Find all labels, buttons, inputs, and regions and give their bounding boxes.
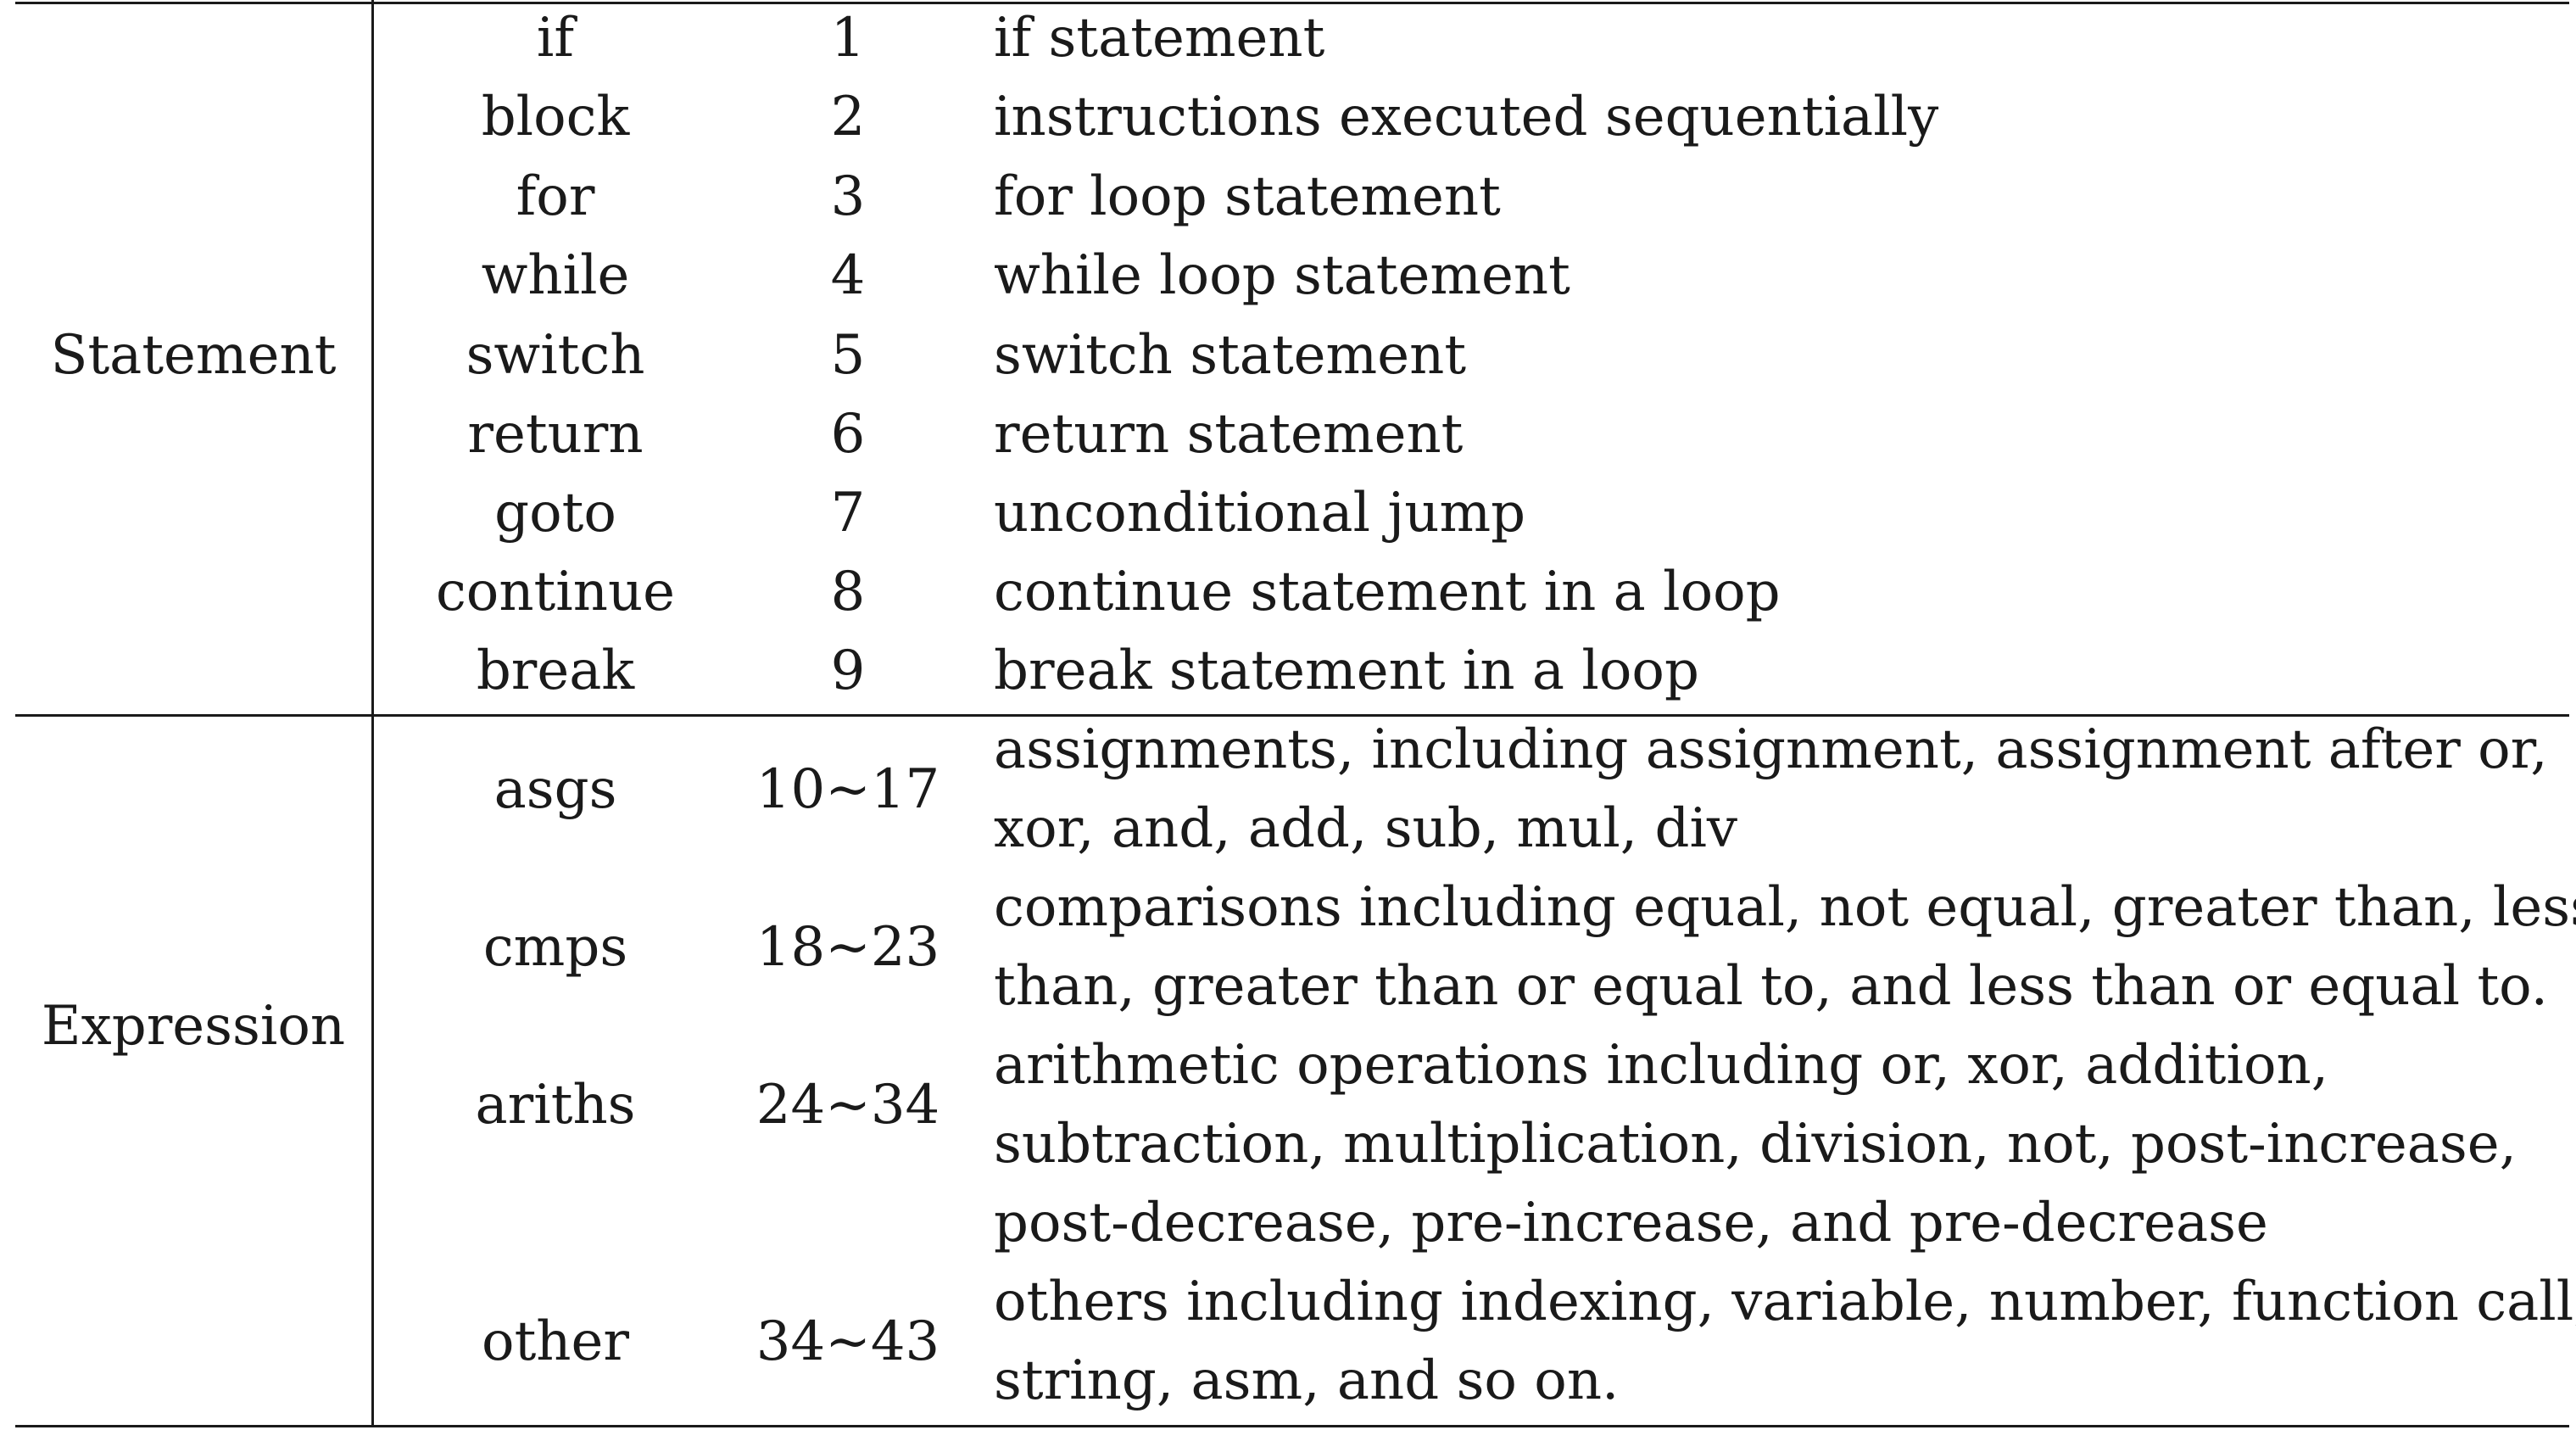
description-ariths-line-1: arithmetic operations including or, xor,… (994, 1034, 2329, 1097)
description-continue: continue statement in a loop (994, 561, 1781, 623)
description-ariths-line-3: post-decrease, pre-increase, and pre-dec… (994, 1192, 2268, 1254)
description-other-line-1: others including indexing, variable, num… (994, 1271, 2576, 1333)
keyword-while: while (481, 244, 630, 307)
keyword-continue: continue (435, 561, 676, 623)
description-cmps-line-2: than, greater than or equal to, and less… (994, 955, 2548, 1018)
description-block: instructions executed sequentially (994, 86, 1939, 148)
keyword-asgs: asgs (493, 758, 617, 821)
description-cmps-line-1: comparisons including equal, not equal, … (994, 876, 2576, 939)
keyword-goto: goto (494, 482, 616, 545)
range-while: 4 (830, 244, 866, 307)
table-column-divider (371, 0, 374, 1427)
description-other-line-2: string, asm, and so on. (994, 1349, 1620, 1412)
description-ariths-line-2: subtraction, multiplication, division, n… (994, 1113, 2517, 1176)
description-goto: unconditional jump (994, 482, 1526, 545)
category-statement: Statement (50, 324, 337, 387)
description-return: return statement (994, 403, 1464, 466)
range-switch: 5 (830, 324, 866, 387)
range-ariths: 24~34 (756, 1074, 940, 1137)
description-break: break statement in a loop (994, 640, 1699, 702)
keyword-break: break (476, 640, 635, 702)
keyword-cmps: cmps (482, 916, 628, 979)
range-continue: 8 (830, 561, 866, 623)
description-for: for loop statement (994, 165, 1501, 228)
keyword-ariths: ariths (475, 1074, 636, 1137)
range-return: 6 (830, 403, 866, 466)
range-asgs: 10~17 (756, 758, 940, 821)
range-break: 9 (830, 640, 866, 702)
description-if: if statement (994, 7, 1325, 70)
keyword-for: for (516, 165, 595, 228)
range-for: 3 (830, 165, 866, 228)
range-other: 34~43 (756, 1310, 940, 1373)
range-if: 1 (830, 7, 866, 70)
description-asgs-line-2: xor, and, add, sub, mul, div (994, 797, 1738, 860)
description-asgs-line-1: assignments, including assignment, assig… (994, 718, 2548, 781)
description-switch: switch statement (994, 324, 1467, 387)
table-bottom-rule (15, 1425, 2569, 1427)
table-top-rule (15, 2, 2569, 4)
table-group-separator-rule (15, 714, 2569, 717)
keyword-return: return (467, 403, 644, 466)
keyword-switch: switch (466, 324, 645, 387)
keyword-if: if (536, 7, 575, 70)
range-goto: 7 (830, 482, 866, 545)
keyword-block: block (481, 86, 630, 148)
range-cmps: 18~23 (756, 916, 940, 979)
keyword-other: other (482, 1310, 629, 1373)
range-block: 2 (830, 86, 866, 148)
category-expression: Expression (41, 995, 346, 1058)
description-while: while loop statement (994, 244, 1570, 307)
